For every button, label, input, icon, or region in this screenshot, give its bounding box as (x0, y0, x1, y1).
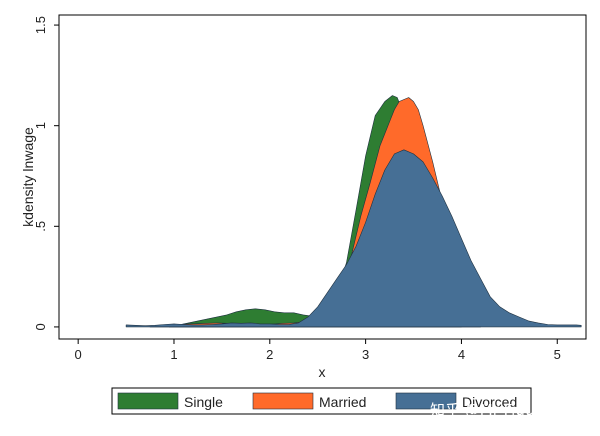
axis-layer: 0 1 2 3 4 5 0 .5 1 1.5 (33, 16, 561, 362)
legend-label-single: Single (184, 394, 223, 410)
legend-swatch-single (117, 392, 179, 410)
legend: Single Married Divorced (111, 387, 532, 415)
legend-items: Single Married Divorced (117, 392, 517, 410)
y-tick-label: 0 (33, 323, 48, 330)
x-tick-label: 0 (75, 347, 82, 362)
x-tick-label: 5 (554, 347, 561, 362)
y-tick-label: .5 (33, 221, 48, 232)
y-axis-label: kdensity lnwage (20, 127, 36, 227)
legend-swatch-married (252, 392, 314, 410)
legend-label-divorced: Divorced (462, 394, 517, 410)
watermark: 知乎 @Mr Figurant (430, 401, 565, 419)
x-axis-label: x (319, 364, 326, 380)
density-area-divorced (125, 149, 582, 328)
legend-frame (111, 387, 532, 415)
y-tick-label: 1.5 (33, 16, 48, 34)
legend-swatch-divorced (395, 392, 457, 410)
plot-area (58, 14, 587, 340)
x-tick-label: 4 (458, 347, 465, 362)
x-tick-label: 3 (362, 347, 369, 362)
y-tick-label: 1 (33, 122, 48, 129)
legend-label-married: Married (319, 394, 366, 410)
x-tick-label: 2 (266, 347, 273, 362)
series-layer (125, 95, 582, 328)
x-tick-label: 1 (170, 347, 177, 362)
